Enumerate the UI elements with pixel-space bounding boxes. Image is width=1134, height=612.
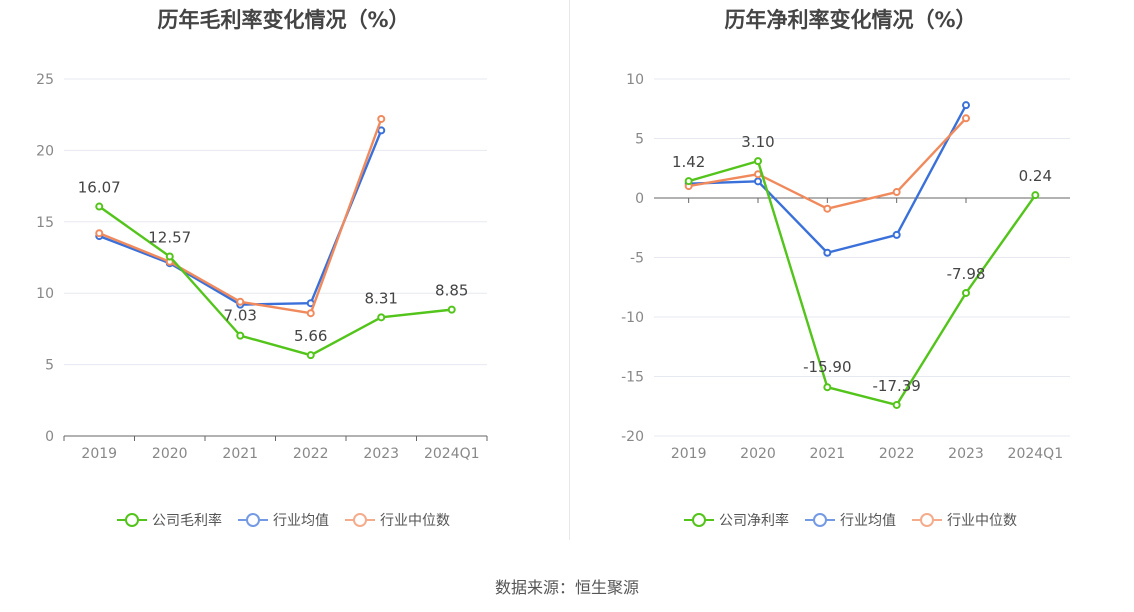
data-point <box>306 309 315 318</box>
legend-label: 公司毛利率 <box>152 513 222 529</box>
data-point <box>236 297 245 306</box>
y-tick-label: 10 <box>626 72 644 88</box>
legend-line-icon <box>238 513 268 527</box>
y-tick-label: 5 <box>45 358 54 374</box>
x-tick-label: 2022 <box>293 446 329 462</box>
chart-title: 历年毛利率变化情况（%） <box>157 8 410 32</box>
x-tick-label: 2022 <box>879 446 915 462</box>
data-point <box>823 248 832 257</box>
legend-label: 行业均值 <box>273 513 329 529</box>
data-point <box>95 202 104 211</box>
data-label: -17.39 <box>872 377 920 395</box>
data-point <box>754 157 762 166</box>
y-tick-label: 10 <box>36 286 54 302</box>
x-tick-label: 2021 <box>810 446 846 462</box>
data-point <box>754 170 762 179</box>
legend-item-industry-avg[interactable]: 行业均值 <box>805 510 896 530</box>
x-tick-label: 2021 <box>222 446 258 462</box>
y-tick-label: -20 <box>621 429 644 445</box>
data-point <box>1031 191 1040 200</box>
data-point <box>377 114 386 123</box>
panel-divider <box>569 0 570 540</box>
x-tick-label: 2024Q1 <box>1008 446 1064 462</box>
data-point <box>892 230 901 239</box>
y-tick-label: 5 <box>635 132 644 148</box>
x-tick-label: 2020 <box>152 446 188 462</box>
data-point <box>165 252 174 261</box>
data-point <box>754 177 762 186</box>
data-label: 0.24 <box>1019 167 1052 185</box>
data-source: 数据来源：恒生聚源 <box>494 578 639 597</box>
data-point <box>892 188 901 197</box>
series-line-company <box>688 159 1037 407</box>
legend-item-industry-avg[interactable]: 行业均值 <box>238 510 329 530</box>
gross-margin-plot: 0 5 10 15 20 25 2019 2020 2021 2022 2023 2024Q1 16.0… <box>36 72 488 462</box>
chart-title: 历年净利率变化情况（%） <box>724 8 977 32</box>
series-line-industry-median <box>688 117 967 210</box>
net-margin-chart: 历年净利率变化情况（%） -20 -15 -10 -5 0 5 10 2019 2020 2021… <box>567 0 1134 548</box>
y-tick-label: 15 <box>36 215 54 231</box>
y-tick-label: 25 <box>36 72 54 88</box>
data-point <box>447 305 456 314</box>
data-point <box>962 114 970 123</box>
legend: 公司毛利率 行业均值 行业中位数 <box>0 510 567 530</box>
legend-line-icon <box>117 513 147 527</box>
x-tick-label: 2023 <box>948 446 984 462</box>
x-tick-label: 2024Q1 <box>424 446 480 462</box>
data-point <box>823 204 832 213</box>
legend-item-company[interactable]: 公司毛利率 <box>117 510 222 530</box>
legend-item-industry-median[interactable]: 行业中位数 <box>912 510 1017 530</box>
data-label: -15.90 <box>803 358 851 376</box>
legend-line-icon <box>805 513 835 527</box>
data-label: 8.85 <box>435 282 468 300</box>
data-label: 12.57 <box>148 229 191 247</box>
legend-label: 行业中位数 <box>380 513 450 529</box>
data-point <box>306 351 315 360</box>
series-line-company <box>98 205 452 357</box>
data-point <box>95 229 104 238</box>
series-line-industry-median <box>98 118 383 315</box>
legend: 公司净利率 行业均值 行业中位数 <box>567 510 1134 530</box>
data-label: -7.98 <box>947 265 986 283</box>
x-tick-label: 2019 <box>81 446 117 462</box>
data-point <box>962 101 970 110</box>
data-point <box>684 177 693 186</box>
legend-item-company[interactable]: 公司净利率 <box>684 510 789 530</box>
y-tick-label: -10 <box>621 310 644 326</box>
data-label: 1.42 <box>672 153 705 171</box>
y-tick-label: 20 <box>36 143 54 159</box>
legend-label: 行业均值 <box>840 513 896 529</box>
y-tick-label: 0 <box>45 429 54 445</box>
legend-line-icon <box>684 513 714 527</box>
legend-line-icon <box>345 513 375 527</box>
legend-item-industry-median[interactable]: 行业中位数 <box>345 510 450 530</box>
data-label: 5.66 <box>294 327 327 345</box>
data-point <box>823 383 832 392</box>
y-tick-label: -5 <box>630 251 644 267</box>
x-tick-label: 2019 <box>671 446 707 462</box>
x-tick-label: 2020 <box>740 446 776 462</box>
data-label: 8.31 <box>365 289 398 307</box>
data-point <box>962 288 970 297</box>
legend-line-icon <box>912 513 942 527</box>
data-point <box>377 126 386 135</box>
data-point <box>377 313 386 322</box>
gross-margin-chart: 历年毛利率变化情况（%） 0 5 10 15 20 25 2019 2020 2021 2022 2… <box>0 0 567 548</box>
data-label: 3.10 <box>741 133 774 151</box>
data-point <box>892 400 901 409</box>
legend-label: 公司净利率 <box>719 513 789 529</box>
data-label: 16.07 <box>78 179 121 197</box>
series-line-industry-avg <box>98 129 383 306</box>
legend-label: 行业中位数 <box>947 513 1017 529</box>
data-label: 7.03 <box>224 307 257 325</box>
y-tick-label: 0 <box>635 191 644 207</box>
data-point <box>236 331 245 340</box>
net-margin-plot: -20 -15 -10 -5 0 5 10 2019 2020 2021 2022 2023 2024Q… <box>621 72 1070 462</box>
y-tick-label: -15 <box>621 370 644 386</box>
x-tick-label: 2023 <box>363 446 399 462</box>
